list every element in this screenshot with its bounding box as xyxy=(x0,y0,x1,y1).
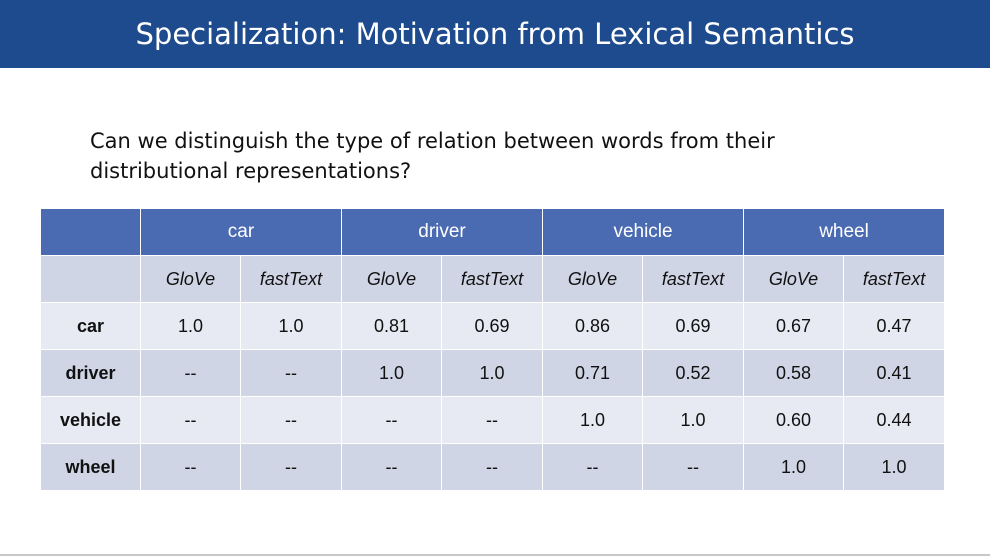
table-cell: 0.67 xyxy=(743,302,845,350)
table-cell: -- xyxy=(440,443,544,491)
table-header-row: car driver vehicle wheel xyxy=(40,208,946,256)
table-cell: 0.86 xyxy=(542,302,644,350)
subheader-model: fastText xyxy=(440,255,544,303)
row-label: car xyxy=(40,302,141,350)
subheader-model: fastText xyxy=(642,255,745,303)
header-empty-cell xyxy=(40,208,141,256)
title-bar xyxy=(0,0,990,68)
subheader-model: GloVe xyxy=(743,255,845,303)
table-cell: 1.0 xyxy=(843,443,946,491)
subheader-model: GloVe xyxy=(140,255,241,303)
table-cell: 1.0 xyxy=(440,349,544,397)
header-word: wheel xyxy=(743,208,946,256)
table-cell: -- xyxy=(240,396,342,444)
table-cell: 0.44 xyxy=(843,396,946,444)
slide-title: Specialization: Motivation from Lexical … xyxy=(135,17,855,51)
table-cell: -- xyxy=(642,443,745,491)
table-cell: -- xyxy=(440,396,544,444)
table-row: car 1.0 1.0 0.81 0.69 0.86 0.69 0.67 0.4… xyxy=(40,302,946,350)
table-cell: -- xyxy=(341,396,442,444)
table-cell: -- xyxy=(140,396,241,444)
table-cell: 0.58 xyxy=(743,349,845,397)
table-cell: -- xyxy=(542,443,644,491)
header-word: car xyxy=(140,208,342,256)
similarity-table: car driver vehicle wheel GloVe fastText … xyxy=(40,208,946,491)
table-cell: 0.81 xyxy=(341,302,442,350)
table-cell: -- xyxy=(140,349,241,397)
table-cell: 0.69 xyxy=(642,302,745,350)
bottom-divider xyxy=(0,554,990,556)
subheader-model: GloVe xyxy=(542,255,644,303)
table-cell: 0.69 xyxy=(440,302,544,350)
subheader-model: fastText xyxy=(240,255,342,303)
table-row: vehicle -- -- -- -- 1.0 1.0 0.60 0.44 xyxy=(40,396,946,444)
table-cell: 1.0 xyxy=(542,396,644,444)
table-row: wheel -- -- -- -- -- -- 1.0 1.0 xyxy=(40,443,946,491)
table-cell: 0.41 xyxy=(843,349,946,397)
row-label: driver xyxy=(40,349,141,397)
row-label: wheel xyxy=(40,443,141,491)
row-label: vehicle xyxy=(40,396,141,444)
table-cell: 0.47 xyxy=(843,302,946,350)
table-subheader-row: GloVe fastText GloVe fastText GloVe fast… xyxy=(40,255,946,303)
subheader-model: GloVe xyxy=(341,255,442,303)
table-cell: 0.71 xyxy=(542,349,644,397)
subheader-model: fastText xyxy=(843,255,946,303)
table-cell: 0.52 xyxy=(642,349,745,397)
table-cell: 1.0 xyxy=(240,302,342,350)
table-cell: -- xyxy=(240,349,342,397)
table-cell: 1.0 xyxy=(642,396,745,444)
table-cell: 1.0 xyxy=(341,349,442,397)
table-cell: -- xyxy=(341,443,442,491)
header-word: driver xyxy=(340,208,544,256)
table-cell: 1.0 xyxy=(743,443,845,491)
table-row: driver -- -- 1.0 1.0 0.71 0.52 0.58 0.41 xyxy=(40,349,946,397)
subheader-empty-cell xyxy=(40,255,141,303)
table-cell: 0.60 xyxy=(743,396,845,444)
table-cell: -- xyxy=(140,443,241,491)
table-cell: 1.0 xyxy=(140,302,241,350)
header-word: vehicle xyxy=(542,208,745,256)
table-cell: -- xyxy=(240,443,342,491)
question-text: Can we distinguish the type of relation … xyxy=(90,129,775,183)
